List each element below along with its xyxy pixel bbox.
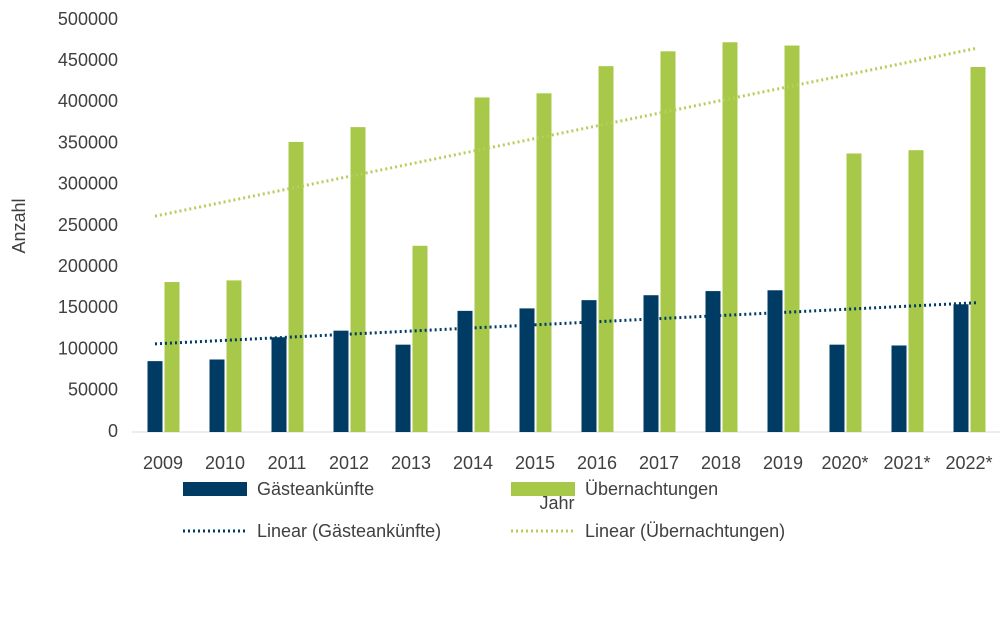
bar xyxy=(271,337,287,432)
x-tick-label: 2013 xyxy=(391,453,431,473)
y-tick-label: 300000 xyxy=(58,174,118,194)
x-tick-label: 2017 xyxy=(639,453,679,473)
bar xyxy=(412,245,428,432)
x-tick-label: 2018 xyxy=(701,453,741,473)
legend-label: Linear (Gästeankünfte) xyxy=(257,521,441,541)
bar xyxy=(829,344,845,432)
x-tick-label: 2019 xyxy=(763,453,803,473)
y-tick-label: 50000 xyxy=(68,380,118,400)
y-tick-label: 450000 xyxy=(58,50,118,70)
legend-label: Übernachtungen xyxy=(585,479,718,499)
bar xyxy=(457,310,473,432)
x-tick-label: 2015 xyxy=(515,453,555,473)
bar xyxy=(970,66,986,432)
bar xyxy=(660,51,676,432)
bar xyxy=(395,344,411,432)
bar xyxy=(147,361,163,432)
x-tick-label: 2021* xyxy=(883,453,930,473)
bar xyxy=(581,300,597,432)
bar xyxy=(474,97,490,433)
bar xyxy=(288,141,304,432)
x-tick-label: 2020* xyxy=(821,453,868,473)
x-tick-label: 2014 xyxy=(453,453,493,473)
bar xyxy=(953,304,969,432)
bar xyxy=(350,127,366,433)
y-axis-label: Anzahl xyxy=(9,198,29,253)
x-tick-label: 2011 xyxy=(268,453,307,473)
trend-line xyxy=(154,301,979,346)
x-tick-label: 2009 xyxy=(143,453,183,473)
y-tick-label: 0 xyxy=(108,421,118,441)
bar xyxy=(333,330,349,432)
bar xyxy=(209,359,225,432)
x-axis-label: Jahr xyxy=(539,493,574,513)
bar xyxy=(846,153,862,432)
bar xyxy=(908,150,924,432)
y-tick-label: 250000 xyxy=(58,215,118,235)
x-tick-label: 2022* xyxy=(945,453,992,473)
bar xyxy=(784,45,800,432)
bar xyxy=(164,282,180,432)
bar xyxy=(519,308,535,432)
legend-swatch xyxy=(183,482,247,496)
y-tick-label: 500000 xyxy=(58,9,118,29)
bar xyxy=(226,280,242,432)
bar xyxy=(598,66,614,433)
bar xyxy=(536,93,552,432)
bar xyxy=(705,291,721,432)
legend-label: Gästeankünfte xyxy=(257,479,374,499)
bar xyxy=(643,295,659,432)
bar xyxy=(891,345,907,432)
y-tick-label: 150000 xyxy=(58,297,118,317)
bar xyxy=(722,42,738,433)
y-tick-label: 350000 xyxy=(58,132,118,152)
y-tick-label: 200000 xyxy=(58,256,118,276)
x-tick-label: 2016 xyxy=(577,453,617,473)
y-tick-label: 400000 xyxy=(58,91,118,111)
x-tick-label: 2010 xyxy=(205,453,245,473)
x-tick-label: 2012 xyxy=(329,453,369,473)
legend-label: Linear (Übernachtungen) xyxy=(585,521,785,541)
bar xyxy=(767,290,783,432)
legend-swatch xyxy=(511,482,575,496)
y-tick-label: 100000 xyxy=(58,338,118,358)
